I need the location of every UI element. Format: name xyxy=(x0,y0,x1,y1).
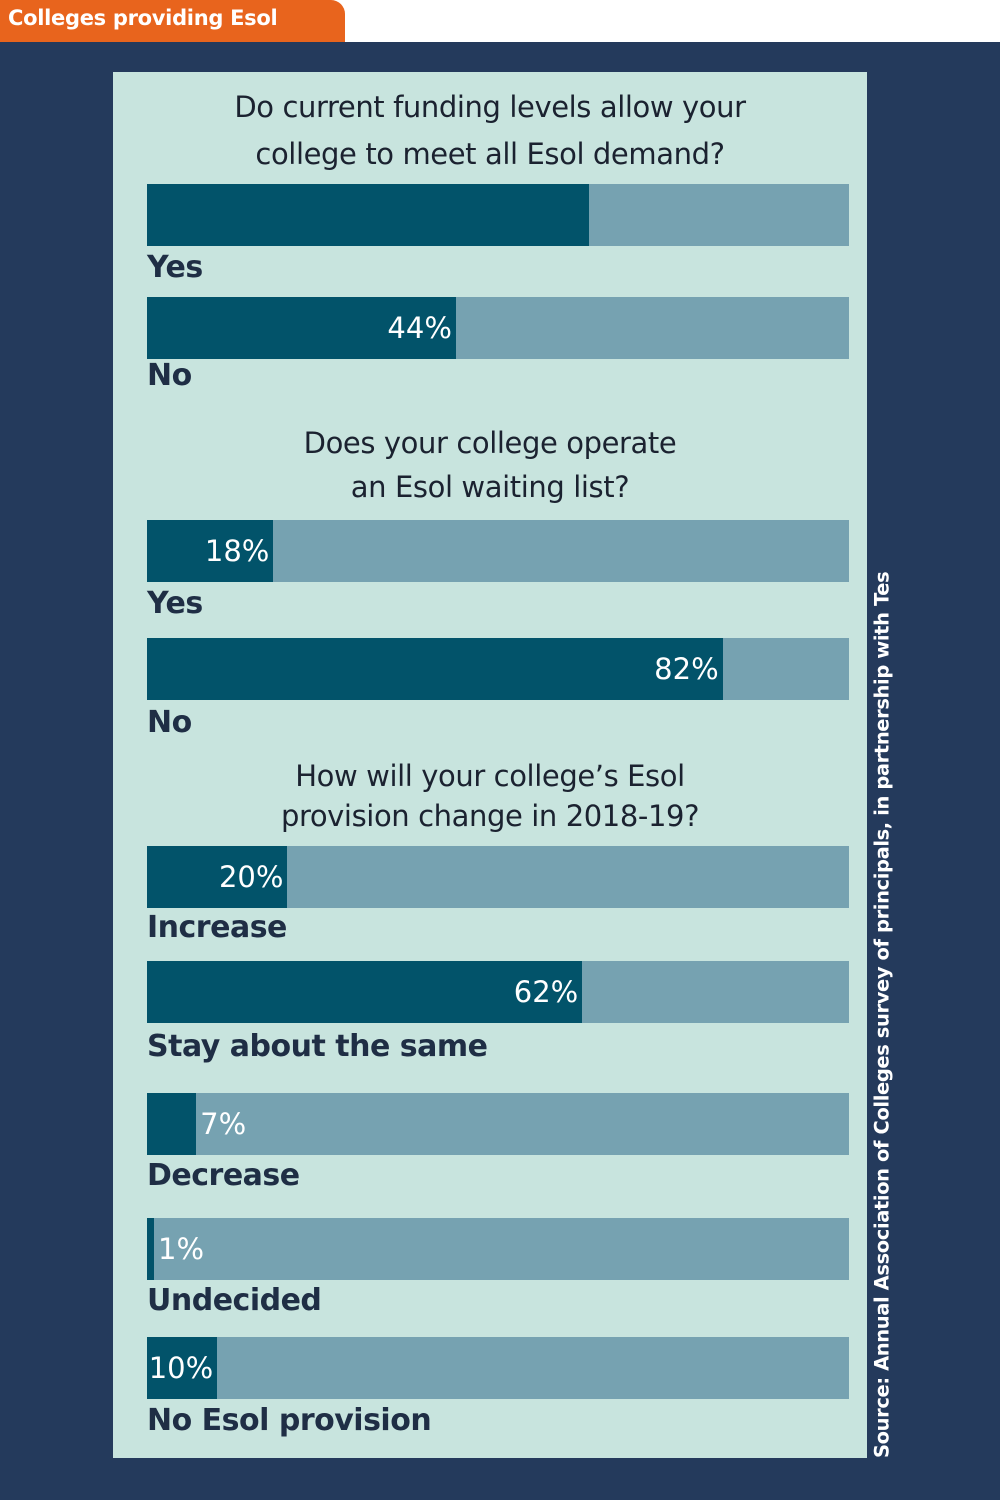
category-label: Undecided xyxy=(147,1283,322,1318)
category-label: Yes xyxy=(147,250,203,285)
bar-track: 1% xyxy=(147,1218,849,1280)
bar-value-label: 10% xyxy=(148,1351,214,1385)
bar-track xyxy=(147,184,849,246)
title-line: Do current funding levels allow your xyxy=(234,90,746,124)
category-label: No xyxy=(147,705,192,740)
chart-title-waiting-list: Does your college operate an Esol waitin… xyxy=(113,421,867,509)
bar-track: 62% xyxy=(147,961,849,1023)
bar-yes xyxy=(147,520,274,582)
bar-track: 20% xyxy=(147,846,849,908)
header-title: Colleges providing Esol xyxy=(8,6,278,30)
title-line: college to meet all Esol demand? xyxy=(255,137,725,171)
bar-no xyxy=(147,297,456,359)
category-label: Increase xyxy=(147,910,287,945)
bar-track: 7% xyxy=(147,1093,849,1155)
category-label: Stay about the same xyxy=(147,1029,488,1064)
header-tab: Colleges providing Esol xyxy=(0,0,345,42)
bar-track: 82% xyxy=(147,638,849,700)
bar-value-label: 20% xyxy=(218,860,284,894)
bar-track: 44% xyxy=(147,297,849,359)
bar-no xyxy=(147,638,723,700)
bar-undecided xyxy=(147,1218,155,1280)
chart-title-funding: Do current funding levels allow your col… xyxy=(113,84,867,178)
bar-value-label: 62% xyxy=(513,975,579,1009)
title-line: How will your college’s Esol xyxy=(295,759,685,793)
bar-stay-about-the-same xyxy=(147,961,583,1023)
source-note: Source: Annual Association of Colleges s… xyxy=(870,571,894,1458)
chart-title-provision-change: How will your college’s Esol provision c… xyxy=(113,756,867,836)
bar-no-esol-provision xyxy=(147,1337,218,1399)
bar-value-label: 82% xyxy=(654,652,719,686)
bar-increase xyxy=(147,846,288,908)
title-line: an Esol waiting list? xyxy=(350,470,630,504)
title-line: Does your college operate xyxy=(303,426,677,460)
category-label: No Esol provision xyxy=(147,1403,432,1438)
bar-value-label: 18% xyxy=(204,534,270,568)
bar-value-label: 1% xyxy=(158,1232,205,1266)
category-label: Yes xyxy=(147,586,203,621)
bar-track: 10% xyxy=(147,1337,849,1399)
source-note-wrap: Source: Annual Association of Colleges s… xyxy=(867,571,897,1458)
bar-decrease xyxy=(147,1093,197,1155)
category-label: No xyxy=(147,358,192,393)
bar-track: 18% xyxy=(147,520,849,582)
category-label: Decrease xyxy=(147,1158,300,1193)
title-line: provision change in 2018-19? xyxy=(280,799,700,833)
bar-value-label: 44% xyxy=(387,311,452,345)
bar-yes xyxy=(147,184,590,246)
bar-value-label: 7% xyxy=(200,1107,247,1141)
chart-panel: Do current funding levels allow your col… xyxy=(113,72,867,1458)
